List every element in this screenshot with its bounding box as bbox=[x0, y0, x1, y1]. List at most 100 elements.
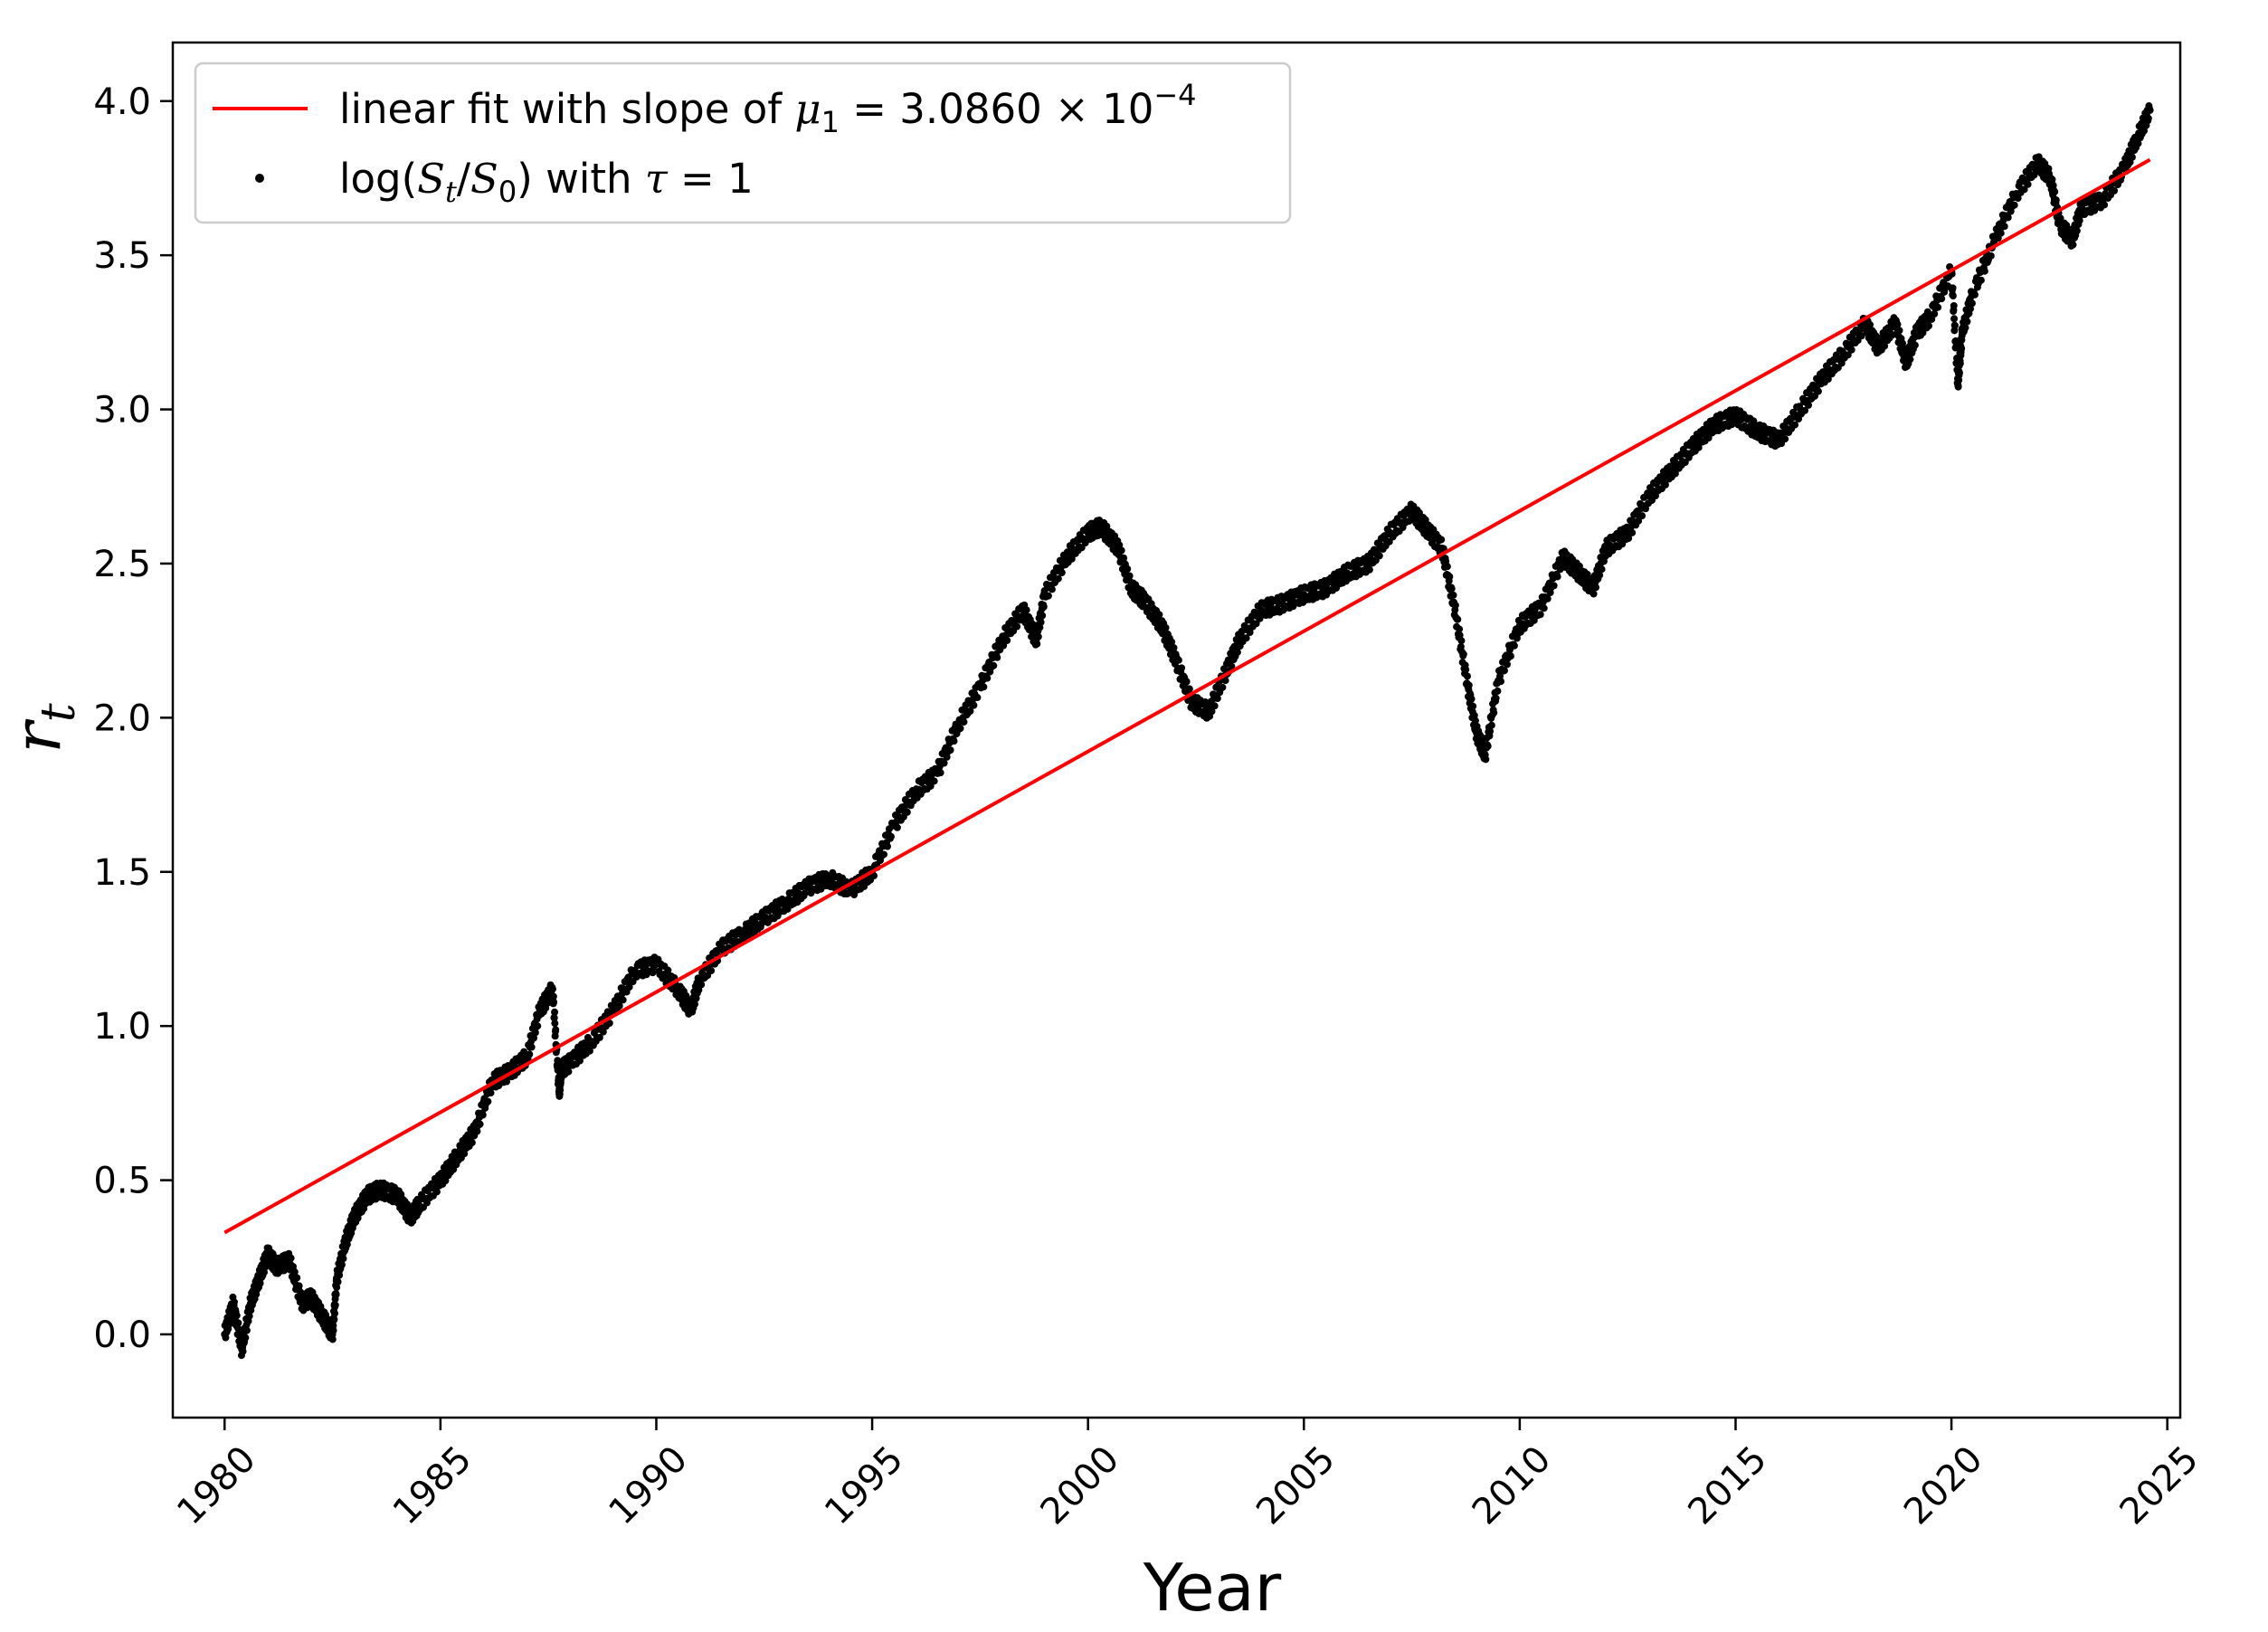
data-point-interp bbox=[1054, 574, 1062, 583]
legend-data-t-subscript: t bbox=[445, 175, 457, 209]
data-point-interp bbox=[1895, 327, 1903, 335]
data-point-interp bbox=[993, 653, 1001, 661]
data-point-interp bbox=[1462, 666, 1470, 674]
data-point-interp bbox=[332, 1291, 340, 1299]
y-axis-label: rt bbox=[0, 703, 86, 753]
y-tick-label: 3.5 bbox=[93, 235, 151, 277]
data-point-interp bbox=[1906, 356, 1914, 364]
data-point-interp bbox=[1805, 401, 1813, 409]
data-point-interp bbox=[930, 777, 938, 785]
data-point-interp bbox=[1931, 309, 1939, 318]
data-point-interp bbox=[1925, 322, 1933, 330]
data-point-interp bbox=[2111, 186, 2119, 195]
data-point-interp bbox=[1447, 584, 1456, 593]
legend-data-slash: / bbox=[457, 155, 471, 203]
data-point-interp bbox=[1037, 618, 1045, 626]
data-point-interp bbox=[556, 1086, 565, 1094]
data-point-interp bbox=[1550, 582, 1558, 590]
data-point-interp bbox=[460, 1150, 469, 1158]
data-point-interp bbox=[256, 1279, 264, 1287]
data-point-interp bbox=[473, 1127, 481, 1135]
data-point-interp bbox=[1178, 664, 1186, 672]
data-point-interp bbox=[1000, 641, 1008, 650]
data-point-interp bbox=[531, 1029, 539, 1037]
data-point-interp bbox=[575, 1057, 584, 1065]
data-point-interp bbox=[2144, 114, 2152, 122]
data-point-interp bbox=[691, 1001, 699, 1009]
data-point-interp bbox=[337, 1261, 346, 1269]
data-point-interp bbox=[1246, 629, 1254, 637]
data-point-interp bbox=[619, 996, 627, 1004]
data-point-interp bbox=[1058, 569, 1066, 577]
y-axis-label-base: r bbox=[0, 719, 75, 754]
data-point-interp bbox=[1494, 687, 1502, 695]
data-point-interp bbox=[801, 889, 809, 897]
data-point-interp bbox=[242, 1326, 251, 1334]
data-point-interp bbox=[1492, 694, 1500, 702]
y-tick-label: 4.0 bbox=[93, 81, 151, 123]
data-point-interp bbox=[2101, 201, 2109, 209]
data-point-interp bbox=[1589, 590, 1598, 598]
data-point-interp bbox=[1486, 727, 1495, 735]
data-point-interp bbox=[1467, 695, 1476, 703]
data-point-interp bbox=[2134, 139, 2142, 147]
data-point-interp bbox=[1949, 292, 1957, 300]
data-point-interp bbox=[293, 1274, 301, 1282]
data-point-interp bbox=[1950, 301, 1958, 309]
data-point bbox=[2146, 106, 2154, 114]
legend: linear fit with slope of μ1 = 3.0860 × 1… bbox=[194, 62, 1292, 224]
data-point-interp bbox=[1536, 611, 1544, 619]
data-point-interp bbox=[232, 1312, 241, 1320]
data-point-interp bbox=[1956, 369, 1964, 377]
data-point-interp bbox=[2069, 241, 2077, 249]
data-point-interp bbox=[336, 1271, 344, 1279]
data-point-interp bbox=[757, 919, 765, 927]
data-point-interp bbox=[1591, 584, 1599, 592]
data-point-interp bbox=[1120, 554, 1128, 562]
data-point-interp bbox=[973, 694, 982, 702]
data-point-interp bbox=[1252, 620, 1260, 628]
data-point-interp bbox=[565, 1067, 573, 1076]
data-point-interp bbox=[2128, 153, 2136, 161]
data-point-interp bbox=[484, 1097, 492, 1105]
data-point-interp bbox=[1456, 631, 1464, 640]
data-point-interp bbox=[1375, 552, 1383, 560]
data-point-interp bbox=[2051, 187, 2059, 195]
data-point-interp bbox=[1866, 320, 1874, 328]
data-point-interp bbox=[1034, 632, 1042, 640]
data-point-interp bbox=[956, 725, 964, 733]
data-point-interp bbox=[1464, 672, 1472, 680]
data-point-interp bbox=[1553, 573, 1561, 581]
y-tick-label: 1.5 bbox=[93, 852, 151, 894]
legend-fit-mu: μ bbox=[794, 85, 821, 133]
data-point-interp bbox=[222, 1333, 230, 1342]
data-point-interp bbox=[1365, 565, 1373, 574]
data-point-interp bbox=[2010, 201, 2018, 209]
legend-fit-value: = 3.0860 × 10 bbox=[840, 85, 1153, 133]
data-point-interp bbox=[697, 981, 706, 989]
data-point-interp bbox=[1490, 708, 1498, 716]
data-point bbox=[548, 985, 556, 993]
data-point-interp bbox=[1438, 536, 1446, 544]
legend-data-S0: S bbox=[470, 155, 498, 203]
data-point-interp bbox=[331, 1301, 339, 1309]
data-point-interp bbox=[1500, 667, 1508, 675]
data-point-interp bbox=[1598, 565, 1606, 574]
data-point-interp bbox=[1970, 290, 1979, 299]
data-point-interp bbox=[468, 1139, 476, 1147]
data-point-interp bbox=[1003, 636, 1011, 644]
legend-fit-label: linear fit with slope of μ1 = 3.0860 × 1… bbox=[339, 78, 1197, 139]
legend-fit-mu-subscript: 1 bbox=[821, 105, 840, 139]
data-point-interp bbox=[1893, 320, 1902, 328]
data-point-interp bbox=[960, 718, 968, 726]
x-axis-label: Year bbox=[1143, 1550, 1282, 1626]
legend-data-swatch bbox=[255, 174, 264, 183]
data-point-interp bbox=[1543, 594, 1552, 603]
data-point-interp bbox=[1814, 387, 1822, 395]
data-point-interp bbox=[333, 1284, 341, 1292]
data-series-log-price bbox=[221, 102, 2154, 1360]
data-point-interp bbox=[599, 1028, 607, 1036]
data-point-interp bbox=[1013, 622, 1021, 631]
data-point-interp bbox=[225, 1320, 233, 1328]
